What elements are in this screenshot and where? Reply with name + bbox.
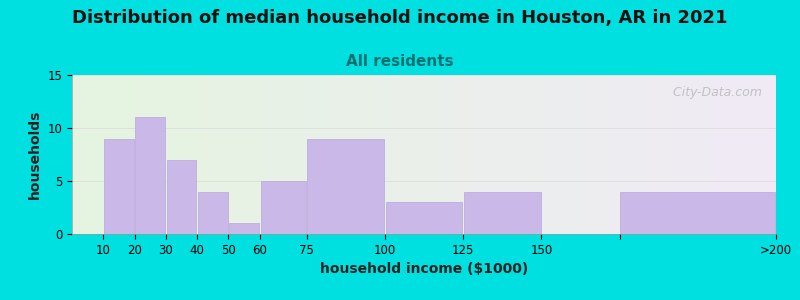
Bar — [307, 139, 384, 234]
Text: Distribution of median household income in Houston, AR in 2021: Distribution of median household income … — [72, 9, 728, 27]
Bar — [135, 117, 165, 234]
X-axis label: household income ($1000): household income ($1000) — [320, 262, 528, 276]
Bar — [261, 181, 306, 234]
Y-axis label: households: households — [28, 110, 42, 199]
Text: All residents: All residents — [346, 54, 454, 69]
Bar — [386, 202, 462, 234]
Bar — [198, 192, 228, 234]
Bar — [166, 160, 196, 234]
Bar — [464, 192, 541, 234]
Bar — [620, 192, 775, 234]
Text: City-Data.com: City-Data.com — [665, 86, 762, 99]
Bar — [230, 224, 259, 234]
Bar — [104, 139, 134, 234]
